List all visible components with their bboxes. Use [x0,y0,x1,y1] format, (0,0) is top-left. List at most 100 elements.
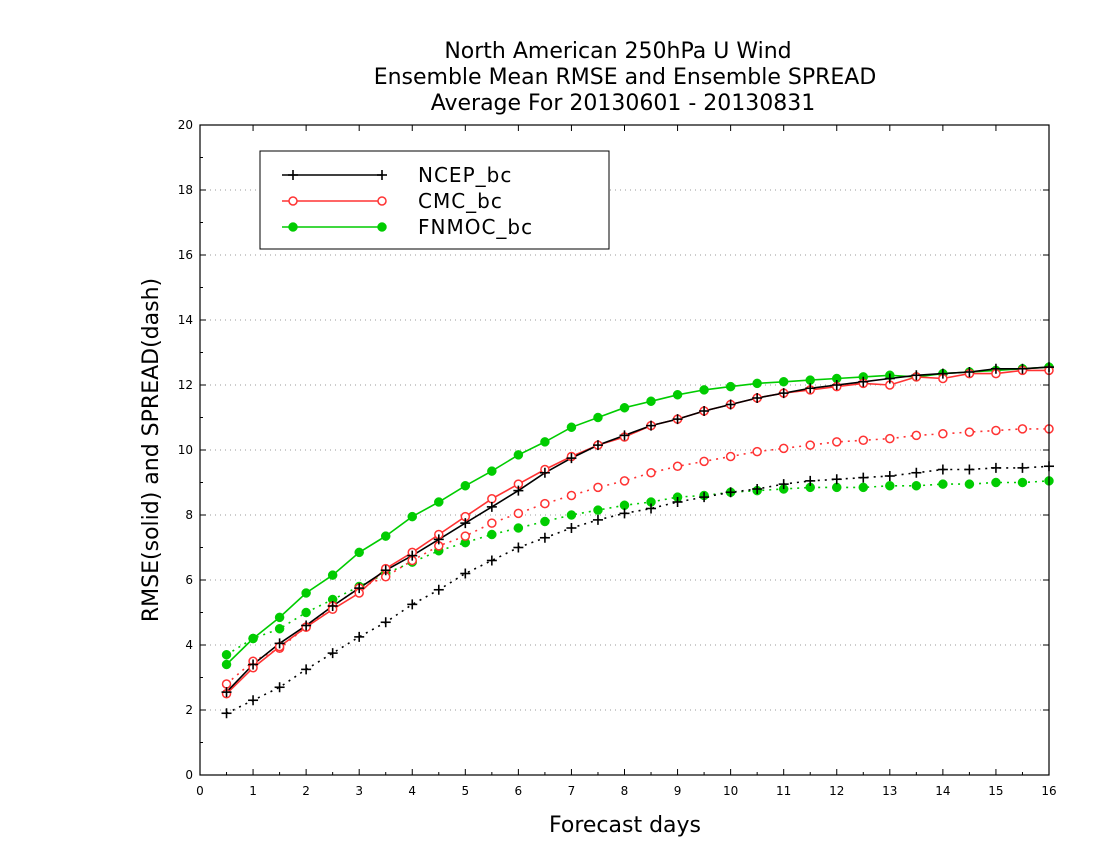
point-s2-7 [407,511,417,522]
legend-marker-cmc [288,196,387,206]
point-s0-6 [380,565,391,576]
point-s0-4 [327,601,338,611]
point-s5-13 [566,510,577,520]
legend-marker-fnmoc [288,222,387,232]
point-s3-24 [858,472,869,483]
point-s0-19 [725,399,736,410]
point-s0-3 [301,620,312,631]
point-s4-10 [487,518,497,528]
point-s2-17 [672,390,683,400]
y-tick-label-10: 10 [178,443,193,457]
point-s2-20 [752,378,762,389]
point-s5-2 [274,624,285,634]
point-s4-26 [911,430,922,441]
point-s2-2 [274,612,285,623]
point-s0-9 [460,518,471,529]
point-s3-29 [990,462,1001,473]
point-s2-12 [540,437,550,447]
x-tick-label-9: 9 [674,784,682,798]
point-s5-11 [513,523,524,533]
x-tick-label-13: 13 [882,784,897,798]
x-tick-label-8: 8 [621,784,629,798]
point-s2-10 [487,466,497,476]
x-tick-label-6: 6 [515,784,523,798]
point-s5-12 [540,516,550,527]
x-tick-label-16: 16 [1041,784,1056,798]
point-s3-10 [486,555,497,566]
point-s5-28 [964,479,975,489]
point-s2-3 [301,588,311,598]
point-s0-25 [884,373,895,384]
point-s0-15 [619,430,630,441]
point-s5-30 [1017,477,1028,488]
series-markers [221,362,1054,719]
point-s2-8 [434,497,444,507]
point-s4-9 [460,531,471,541]
point-s4-11 [513,508,524,519]
point-s4-17 [672,461,683,471]
point-s3-27 [937,464,948,475]
y-tick-label-2: 2 [185,703,193,717]
point-s0-23 [831,380,842,390]
point-s0-18 [699,406,710,416]
x-tick-label-7: 7 [568,784,576,798]
x-tick-label-0: 0 [196,784,204,798]
point-s0-5 [354,583,365,594]
point-s5-29 [991,477,1001,488]
point-s4-20 [752,446,762,457]
legend-marker-left-2 [288,222,298,232]
x-tick-label-10: 10 [723,784,738,798]
point-s0-0 [221,687,232,698]
point-s3-16 [646,503,657,514]
point-s3-5 [354,631,365,642]
point-s5-0 [221,650,232,660]
legend: NCEP_bc CMC_bc FNMOC_bc [259,150,610,250]
point-s3-14 [592,514,603,525]
point-s3-12 [539,532,550,543]
point-s3-18 [699,492,710,503]
x-tick-label-1: 1 [249,784,257,798]
legend-marker-left-1 [288,196,298,206]
x-tick-label-12: 12 [829,784,844,798]
point-s3-21 [778,479,789,490]
point-s0-11 [513,485,524,496]
point-s2-11 [513,450,524,460]
point-s0-2 [274,638,285,649]
point-s3-0 [221,708,232,719]
point-s0-28 [964,367,975,377]
point-s3-15 [619,508,630,519]
point-s0-8 [433,534,444,545]
y-axis-label: RMSE(solid) and SPREAD(dash) [139,278,164,622]
legend-marker-ncep [288,170,387,180]
point-s3-19 [725,487,736,498]
point-s4-0 [221,679,232,689]
point-s4-24 [858,435,869,445]
point-s0-14 [592,440,603,451]
point-s4-30 [1017,424,1028,434]
point-s0-1 [248,659,259,670]
x-tick-label-4: 4 [408,784,416,798]
point-s3-4 [327,648,338,659]
point-s5-25 [885,481,895,491]
point-s2-16 [646,396,656,406]
point-s5-10 [487,529,497,540]
point-s4-25 [885,433,895,444]
y-tick-label-4: 4 [185,638,193,652]
x-tick-label-5: 5 [461,784,469,798]
point-s2-14 [593,412,603,423]
point-s3-23 [831,474,842,485]
x-axis-label: Forecast days [549,813,701,838]
point-s4-23 [832,437,842,447]
point-s2-5 [354,547,364,558]
point-s3-7 [407,599,418,610]
point-s2-0 [221,659,232,670]
y-tick-label-6: 6 [185,573,193,587]
point-s3-1 [248,695,259,706]
point-s0-7 [407,550,418,561]
y-tick-label-18: 18 [178,183,193,197]
legend-label-fnmoc: FNMOC_bc [418,215,533,239]
point-s1-10 [487,494,497,504]
